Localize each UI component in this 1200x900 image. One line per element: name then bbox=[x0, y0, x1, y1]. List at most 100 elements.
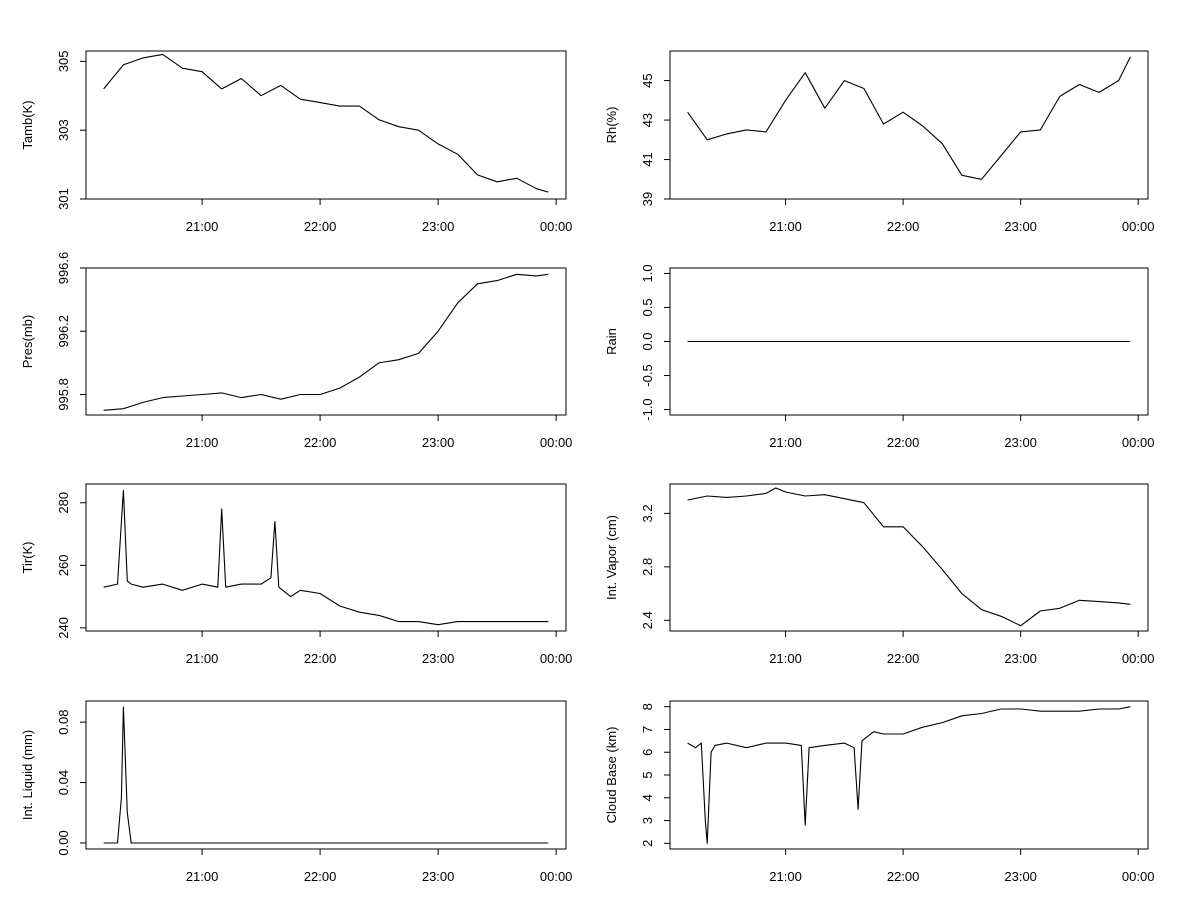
y-tick-label: 995.8 bbox=[56, 378, 71, 411]
y-axis-label: Tir(K) bbox=[20, 541, 35, 573]
data-point bbox=[221, 392, 222, 393]
data-point bbox=[270, 577, 271, 578]
panel-int-vapor-cm: 21:00 22:00 23:00 00:00 2.4 2.8 3.2 Int. Vapor … bbox=[604, 483, 1155, 666]
data-point bbox=[1040, 711, 1041, 712]
y-tick-label: -1.0 bbox=[640, 398, 655, 420]
y-tick-label: 41 bbox=[640, 152, 655, 166]
data-point bbox=[711, 752, 712, 753]
data-point bbox=[103, 410, 104, 411]
data-point bbox=[477, 283, 478, 284]
data-point bbox=[121, 797, 122, 798]
data-point bbox=[225, 587, 226, 588]
x-tick-label: 21:00 bbox=[186, 651, 219, 666]
x-tick-label: 00:00 bbox=[540, 651, 573, 666]
data-point bbox=[765, 131, 766, 132]
data-point bbox=[359, 612, 360, 613]
panel-tir-k: 21:00 22:00 23:00 00:00 240 260 280 Tir(K) bbox=[20, 483, 573, 666]
data-point bbox=[1118, 602, 1119, 603]
data-point bbox=[883, 123, 884, 124]
data-point bbox=[903, 112, 904, 113]
data-point bbox=[103, 587, 104, 588]
data-point bbox=[241, 397, 242, 398]
y-tick-label: -0.5 bbox=[640, 364, 655, 386]
panel-rain: 21:00 22:00 23:00 00:00 -1.0 -0.5 0.0 0.5 1.0 Rai… bbox=[604, 264, 1154, 450]
data-point bbox=[320, 102, 321, 103]
data-point bbox=[701, 743, 702, 744]
data-point bbox=[863, 88, 864, 89]
data-point bbox=[221, 88, 222, 89]
series-line bbox=[103, 489, 549, 626]
y-tick-label: 0.0 bbox=[640, 332, 655, 350]
data-point bbox=[418, 130, 419, 131]
data-point bbox=[726, 743, 727, 744]
data-point bbox=[705, 820, 706, 821]
data-point bbox=[809, 747, 810, 748]
series-line bbox=[687, 487, 1131, 627]
data-point bbox=[858, 809, 859, 810]
data-point bbox=[162, 584, 163, 585]
data-point bbox=[182, 590, 183, 591]
x-tick-label: 22:00 bbox=[304, 435, 337, 450]
x-tick-label: 23:00 bbox=[1004, 219, 1037, 234]
panel-int-liquid-mm: 21:00 22:00 23:00 00:00 0.00 0.04 0.08 Int. Liq… bbox=[20, 700, 572, 884]
data-point bbox=[202, 842, 203, 843]
x-tick-label: 23:00 bbox=[1004, 651, 1037, 666]
x-tick-label: 00:00 bbox=[1122, 435, 1155, 450]
data-point bbox=[903, 526, 904, 527]
data-point bbox=[300, 394, 301, 395]
data-point bbox=[1130, 706, 1131, 707]
data-point bbox=[497, 280, 498, 281]
data-point bbox=[339, 388, 340, 389]
data-point bbox=[903, 733, 904, 734]
data-point bbox=[715, 745, 716, 746]
data-point bbox=[1059, 608, 1060, 609]
y-axis-label: Int. Liquid (mm) bbox=[20, 730, 35, 820]
data-point bbox=[497, 181, 498, 182]
y-tick-label: 8 bbox=[640, 703, 655, 710]
data-point bbox=[117, 842, 118, 843]
data-point bbox=[785, 491, 786, 492]
data-point bbox=[290, 596, 291, 597]
data-point bbox=[1098, 601, 1099, 602]
data-point bbox=[707, 843, 708, 844]
data-point bbox=[477, 621, 478, 622]
data-point bbox=[1130, 341, 1131, 342]
data-point bbox=[261, 584, 262, 585]
data-point bbox=[438, 331, 439, 332]
x-tick-label: 22:00 bbox=[887, 869, 920, 884]
y-tick-label: 0.00 bbox=[56, 830, 71, 855]
data-point bbox=[1059, 711, 1060, 712]
data-point bbox=[1001, 616, 1002, 617]
data-point bbox=[359, 106, 360, 107]
y-tick-label: 305 bbox=[56, 50, 71, 72]
data-point bbox=[942, 143, 943, 144]
data-point bbox=[1020, 625, 1021, 626]
data-point bbox=[516, 274, 517, 275]
data-point bbox=[103, 88, 104, 89]
data-point bbox=[379, 615, 380, 616]
data-point bbox=[457, 154, 458, 155]
data-point bbox=[1130, 56, 1131, 57]
x-tick-label: 22:00 bbox=[887, 219, 920, 234]
y-tick-label: 2.8 bbox=[640, 558, 655, 576]
y-tick-label: 0.04 bbox=[56, 770, 71, 795]
data-point bbox=[922, 125, 923, 126]
x-tick-label: 00:00 bbox=[540, 435, 573, 450]
x-tick-label: 00:00 bbox=[1122, 219, 1155, 234]
data-point bbox=[883, 733, 884, 734]
data-point bbox=[131, 842, 132, 843]
data-point bbox=[1040, 129, 1041, 130]
data-point bbox=[824, 108, 825, 109]
x-tick-label: 21:00 bbox=[186, 435, 219, 450]
x-tick-label: 00:00 bbox=[1122, 651, 1155, 666]
data-point bbox=[398, 621, 399, 622]
data-point bbox=[1098, 708, 1099, 709]
data-point bbox=[103, 842, 104, 843]
series-line bbox=[103, 53, 549, 193]
data-point bbox=[1001, 155, 1002, 156]
data-point bbox=[1079, 711, 1080, 712]
x-tick-label: 23:00 bbox=[1004, 869, 1037, 884]
data-point bbox=[805, 495, 806, 496]
plot-frame bbox=[669, 50, 1149, 200]
